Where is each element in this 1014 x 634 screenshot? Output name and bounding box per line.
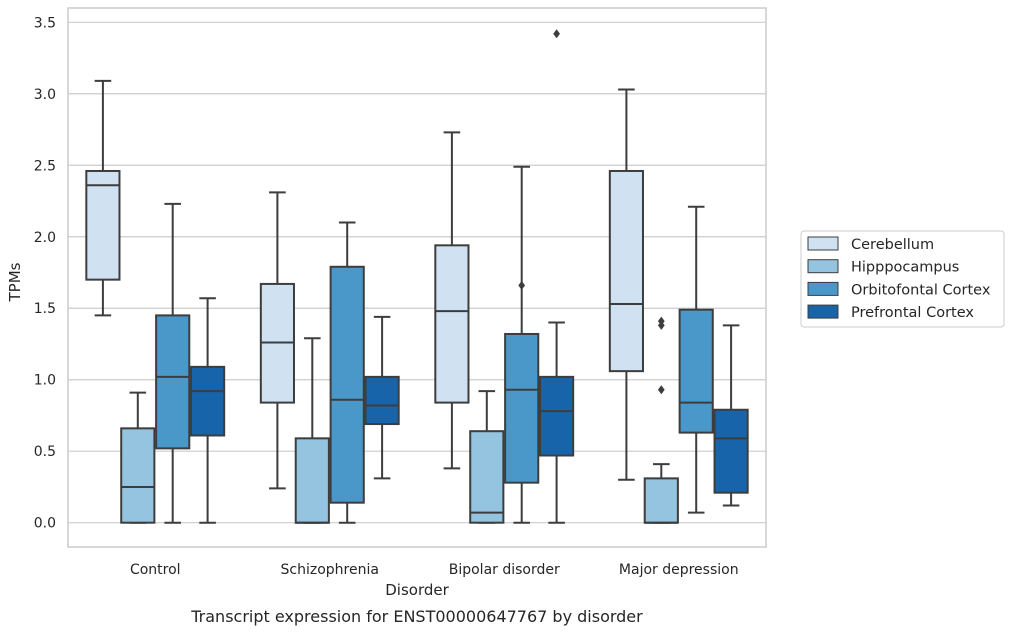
- y-axis-label: TPMs: [6, 262, 24, 302]
- legend-swatch: [807, 304, 839, 319]
- box-iqr: [643, 477, 679, 524]
- box-cerebellum: [85, 79, 121, 317]
- box-iqr: [294, 437, 330, 524]
- box-hipppocampus: [294, 337, 330, 524]
- box-iqr: [329, 265, 365, 504]
- outlier-point: [657, 385, 665, 395]
- plot-frame: [67, 7, 767, 548]
- y-tick-label: 3.0: [34, 87, 56, 103]
- box-iqr: [155, 314, 191, 450]
- y-tick-label: 1.5: [34, 301, 56, 317]
- box-hipppocampus: [120, 391, 156, 524]
- legend-swatch: [807, 259, 839, 274]
- box-prefrontal-cortex: [190, 297, 226, 524]
- x-tick-label: Schizophrenia: [281, 562, 379, 578]
- y-tick-label: 1.0: [34, 373, 56, 389]
- outlier-point: [553, 29, 560, 39]
- box-iqr: [539, 375, 575, 457]
- legend-swatch: [807, 281, 839, 296]
- x-tick-labels: Control Schizophrenia Bipolar disorder Majo…: [130, 562, 739, 578]
- box-cerebellum: [608, 88, 644, 481]
- box-iqr: [678, 308, 714, 434]
- y-tick-label: 0.5: [34, 444, 56, 460]
- box-orbitofontal-cortex: [678, 205, 714, 514]
- legend-box: [800, 230, 1005, 328]
- box-prefrontal-cortex: [713, 324, 749, 507]
- legend: Cerebellum Hipppocampus Orbitofontal Corte…: [800, 230, 1005, 328]
- box-prefrontal-cortex: [539, 29, 575, 524]
- y-tick-label: 0.0: [34, 516, 56, 532]
- box-hipppocampus: [643, 316, 679, 524]
- box-cerebellum: [434, 131, 470, 470]
- x-tick-label: Major depression: [619, 562, 739, 578]
- box-series: [85, 29, 749, 524]
- box-orbitofontal-cortex: [155, 202, 191, 524]
- y-tick-label: 2.0: [34, 230, 56, 246]
- chart-caption: Transcript expression for ENST0000064776…: [190, 607, 643, 626]
- legend-label: Cerebellum: [851, 237, 934, 253]
- box-iqr: [364, 375, 400, 426]
- box-iqr: [120, 427, 156, 524]
- box-hipppocampus: [469, 390, 505, 524]
- box-orbitofontal-cortex: [329, 221, 365, 524]
- box-prefrontal-cortex: [364, 315, 400, 480]
- box-iqr: [608, 169, 644, 373]
- legend-label: Hipppocampus: [851, 260, 959, 276]
- legend-swatch: [807, 236, 839, 251]
- box-orbitofontal-cortex: [504, 165, 540, 524]
- box-iqr: [190, 365, 226, 437]
- box-iqr: [469, 430, 505, 524]
- y-tick-label: 2.5: [34, 158, 56, 174]
- x-axis-label: Disorder: [385, 581, 449, 599]
- box-iqr: [434, 244, 470, 404]
- box-cerebellum: [259, 191, 295, 490]
- x-tick-label: Bipolar disorder: [449, 562, 560, 578]
- legend-label: Orbitofontal Cortex: [851, 282, 991, 298]
- box-iqr: [504, 332, 540, 484]
- y-tick-labels: 0.0 0.5 1.0 1.5 2.0 2.5 3.0 3.5: [34, 15, 56, 531]
- legend-label: Prefrontal Cortex: [851, 305, 974, 321]
- y-tick-label: 3.5: [34, 15, 56, 31]
- box-iqr: [713, 408, 749, 494]
- outlier-point: [657, 316, 665, 326]
- x-tick-label: Control: [130, 562, 181, 578]
- box-iqr: [85, 169, 121, 281]
- outlier-point: [518, 280, 526, 290]
